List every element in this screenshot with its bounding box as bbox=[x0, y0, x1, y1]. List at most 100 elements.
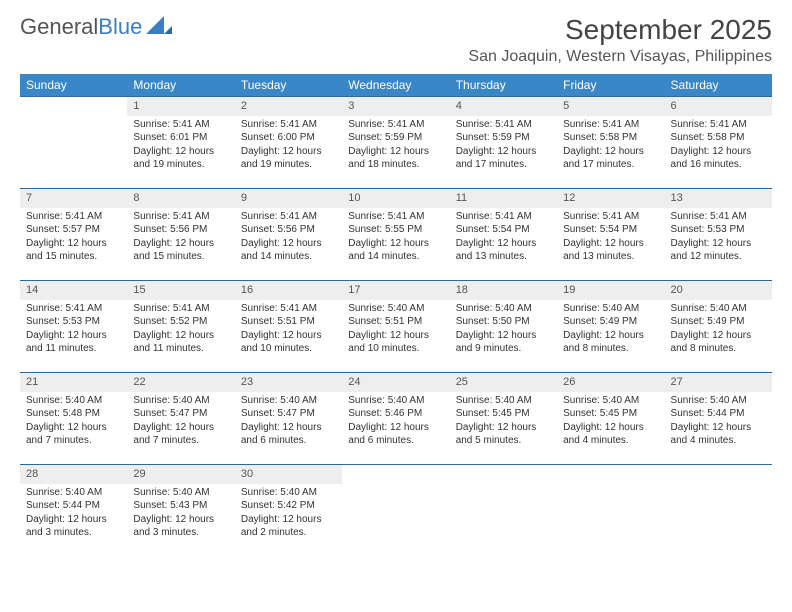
sunset-text: Sunset: 5:44 PM bbox=[26, 499, 121, 513]
sunrise-text: Sunrise: 5:40 AM bbox=[348, 302, 443, 316]
sunset-text: Sunset: 5:49 PM bbox=[563, 315, 658, 329]
sunrise-text: Sunrise: 5:40 AM bbox=[133, 394, 228, 408]
day-details: Sunrise: 5:41 AMSunset: 5:52 PMDaylight:… bbox=[127, 300, 234, 362]
sunrise-text: Sunrise: 5:41 AM bbox=[26, 210, 121, 224]
day-details: Sunrise: 5:41 AMSunset: 5:58 PMDaylight:… bbox=[665, 116, 772, 178]
daylight-text: Daylight: 12 hours and 8 minutes. bbox=[671, 329, 766, 356]
sunrise-text: Sunrise: 5:41 AM bbox=[671, 118, 766, 132]
sunrise-text: Sunrise: 5:40 AM bbox=[26, 394, 121, 408]
sunset-text: Sunset: 5:57 PM bbox=[26, 223, 121, 237]
day-number: 22 bbox=[127, 372, 234, 392]
day-number: 4 bbox=[450, 96, 557, 116]
day-details: Sunrise: 5:40 AMSunset: 5:44 PMDaylight:… bbox=[20, 484, 127, 546]
calendar-day-cell: 5Sunrise: 5:41 AMSunset: 5:58 PMDaylight… bbox=[557, 96, 664, 188]
sunset-text: Sunset: 5:48 PM bbox=[26, 407, 121, 421]
daylight-text: Daylight: 12 hours and 19 minutes. bbox=[241, 145, 336, 172]
sunrise-text: Sunrise: 5:41 AM bbox=[348, 118, 443, 132]
day-number: 2 bbox=[235, 96, 342, 116]
sunrise-text: Sunrise: 5:40 AM bbox=[348, 394, 443, 408]
sunrise-text: Sunrise: 5:40 AM bbox=[563, 394, 658, 408]
day-number: 13 bbox=[665, 188, 772, 208]
calendar-day-cell: 10Sunrise: 5:41 AMSunset: 5:55 PMDayligh… bbox=[342, 188, 449, 280]
daylight-text: Daylight: 12 hours and 5 minutes. bbox=[456, 421, 551, 448]
day-details: Sunrise: 5:40 AMSunset: 5:47 PMDaylight:… bbox=[235, 392, 342, 454]
sunset-text: Sunset: 5:59 PM bbox=[456, 131, 551, 145]
day-details: Sunrise: 5:40 AMSunset: 5:46 PMDaylight:… bbox=[342, 392, 449, 454]
calendar-day-cell: 25Sunrise: 5:40 AMSunset: 5:45 PMDayligh… bbox=[450, 372, 557, 464]
day-details: Sunrise: 5:41 AMSunset: 5:54 PMDaylight:… bbox=[557, 208, 664, 270]
day-number: 5 bbox=[557, 96, 664, 116]
daylight-text: Daylight: 12 hours and 8 minutes. bbox=[563, 329, 658, 356]
daylight-text: Daylight: 12 hours and 17 minutes. bbox=[563, 145, 658, 172]
day-number: 20 bbox=[665, 280, 772, 300]
day-details: Sunrise: 5:40 AMSunset: 5:42 PMDaylight:… bbox=[235, 484, 342, 546]
daylight-text: Daylight: 12 hours and 6 minutes. bbox=[241, 421, 336, 448]
sunset-text: Sunset: 5:56 PM bbox=[241, 223, 336, 237]
calendar-day-cell: 22Sunrise: 5:40 AMSunset: 5:47 PMDayligh… bbox=[127, 372, 234, 464]
day-number: 27 bbox=[665, 372, 772, 392]
sunset-text: Sunset: 5:49 PM bbox=[671, 315, 766, 329]
day-details: Sunrise: 5:41 AMSunset: 6:01 PMDaylight:… bbox=[127, 116, 234, 178]
day-details: Sunrise: 5:40 AMSunset: 5:50 PMDaylight:… bbox=[450, 300, 557, 362]
day-number bbox=[665, 464, 772, 484]
sunrise-text: Sunrise: 5:41 AM bbox=[241, 302, 336, 316]
calendar-week-row: 28Sunrise: 5:40 AMSunset: 5:44 PMDayligh… bbox=[20, 464, 772, 556]
title-block: September 2025 San Joaquin, Western Visa… bbox=[468, 14, 772, 66]
calendar-day-cell: 19Sunrise: 5:40 AMSunset: 5:49 PMDayligh… bbox=[557, 280, 664, 372]
sunrise-text: Sunrise: 5:41 AM bbox=[133, 302, 228, 316]
sunrise-text: Sunrise: 5:41 AM bbox=[456, 210, 551, 224]
daylight-text: Daylight: 12 hours and 13 minutes. bbox=[456, 237, 551, 264]
day-number: 6 bbox=[665, 96, 772, 116]
logo-text-2: Blue bbox=[98, 14, 142, 40]
calendar-day-cell: 21Sunrise: 5:40 AMSunset: 5:48 PMDayligh… bbox=[20, 372, 127, 464]
calendar-week-row: 7Sunrise: 5:41 AMSunset: 5:57 PMDaylight… bbox=[20, 188, 772, 280]
calendar-week-row: 21Sunrise: 5:40 AMSunset: 5:48 PMDayligh… bbox=[20, 372, 772, 464]
day-number: 11 bbox=[450, 188, 557, 208]
header: GeneralBlue September 2025 San Joaquin, … bbox=[20, 14, 772, 66]
sunrise-text: Sunrise: 5:41 AM bbox=[563, 118, 658, 132]
calendar-day-cell bbox=[20, 96, 127, 188]
sunrise-text: Sunrise: 5:41 AM bbox=[241, 210, 336, 224]
day-number: 1 bbox=[127, 96, 234, 116]
calendar-day-cell: 12Sunrise: 5:41 AMSunset: 5:54 PMDayligh… bbox=[557, 188, 664, 280]
calendar-day-cell: 23Sunrise: 5:40 AMSunset: 5:47 PMDayligh… bbox=[235, 372, 342, 464]
day-details: Sunrise: 5:41 AMSunset: 5:58 PMDaylight:… bbox=[557, 116, 664, 178]
day-number: 9 bbox=[235, 188, 342, 208]
logo: GeneralBlue bbox=[20, 14, 172, 40]
day-number bbox=[342, 464, 449, 484]
day-details: Sunrise: 5:40 AMSunset: 5:43 PMDaylight:… bbox=[127, 484, 234, 546]
day-details: Sunrise: 5:41 AMSunset: 5:53 PMDaylight:… bbox=[665, 208, 772, 270]
daylight-text: Daylight: 12 hours and 17 minutes. bbox=[456, 145, 551, 172]
calendar-day-cell: 17Sunrise: 5:40 AMSunset: 5:51 PMDayligh… bbox=[342, 280, 449, 372]
day-details: Sunrise: 5:41 AMSunset: 5:51 PMDaylight:… bbox=[235, 300, 342, 362]
sunrise-text: Sunrise: 5:41 AM bbox=[133, 210, 228, 224]
day-number: 25 bbox=[450, 372, 557, 392]
daylight-text: Daylight: 12 hours and 9 minutes. bbox=[456, 329, 551, 356]
calendar-day-cell: 29Sunrise: 5:40 AMSunset: 5:43 PMDayligh… bbox=[127, 464, 234, 556]
day-number: 17 bbox=[342, 280, 449, 300]
day-details: Sunrise: 5:40 AMSunset: 5:45 PMDaylight:… bbox=[557, 392, 664, 454]
sunset-text: Sunset: 6:00 PM bbox=[241, 131, 336, 145]
calendar-day-cell: 24Sunrise: 5:40 AMSunset: 5:46 PMDayligh… bbox=[342, 372, 449, 464]
day-details: Sunrise: 5:40 AMSunset: 5:48 PMDaylight:… bbox=[20, 392, 127, 454]
calendar-day-cell: 1Sunrise: 5:41 AMSunset: 6:01 PMDaylight… bbox=[127, 96, 234, 188]
sunrise-text: Sunrise: 5:40 AM bbox=[26, 486, 121, 500]
sunset-text: Sunset: 5:55 PM bbox=[348, 223, 443, 237]
sunset-text: Sunset: 5:52 PM bbox=[133, 315, 228, 329]
calendar-day-cell: 13Sunrise: 5:41 AMSunset: 5:53 PMDayligh… bbox=[665, 188, 772, 280]
day-number: 26 bbox=[557, 372, 664, 392]
sunrise-text: Sunrise: 5:41 AM bbox=[563, 210, 658, 224]
sunset-text: Sunset: 5:42 PM bbox=[241, 499, 336, 513]
day-number: 21 bbox=[20, 372, 127, 392]
weekday-header: Tuesday bbox=[235, 74, 342, 96]
calendar-day-cell: 20Sunrise: 5:40 AMSunset: 5:49 PMDayligh… bbox=[665, 280, 772, 372]
daylight-text: Daylight: 12 hours and 10 minutes. bbox=[348, 329, 443, 356]
sunset-text: Sunset: 5:58 PM bbox=[563, 131, 658, 145]
day-details: Sunrise: 5:40 AMSunset: 5:49 PMDaylight:… bbox=[665, 300, 772, 362]
daylight-text: Daylight: 12 hours and 10 minutes. bbox=[241, 329, 336, 356]
day-details: Sunrise: 5:41 AMSunset: 5:56 PMDaylight:… bbox=[127, 208, 234, 270]
sunrise-text: Sunrise: 5:40 AM bbox=[241, 394, 336, 408]
calendar-table: Sunday Monday Tuesday Wednesday Thursday… bbox=[20, 74, 772, 556]
sunset-text: Sunset: 5:58 PM bbox=[671, 131, 766, 145]
sunrise-text: Sunrise: 5:40 AM bbox=[133, 486, 228, 500]
